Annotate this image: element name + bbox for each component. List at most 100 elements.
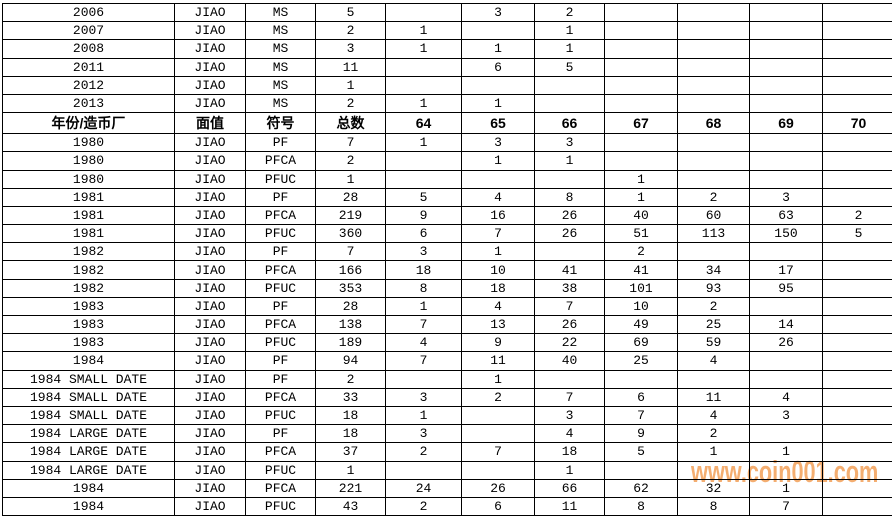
table-cell [678, 170, 750, 188]
table-cell: 1 [462, 243, 535, 261]
table-cell: 360 [316, 225, 386, 243]
table-cell: JIAO [175, 243, 246, 261]
table-cell: 41 [605, 261, 678, 279]
table-cell [823, 316, 892, 334]
table-cell: JIAO [175, 76, 246, 94]
table-cell: 3 [750, 406, 823, 424]
column-header-cell: 66 [535, 113, 605, 134]
column-header-cell: 总数 [316, 113, 386, 134]
table-cell: 51 [605, 225, 678, 243]
table-cell: 1982 [3, 279, 175, 297]
table-cell: 1 [605, 188, 678, 206]
table-cell: 4 [750, 388, 823, 406]
table-cell: 38 [535, 279, 605, 297]
table-cell [750, 40, 823, 58]
table-cell: JIAO [175, 370, 246, 388]
table-cell: 1 [316, 170, 386, 188]
table-cell: 4 [462, 297, 535, 315]
table-cell [823, 334, 892, 352]
table-cell: JIAO [175, 40, 246, 58]
table-cell: 4 [386, 334, 462, 352]
table-cell: 166 [316, 261, 386, 279]
table-cell: 26 [750, 334, 823, 352]
table-cell [823, 425, 892, 443]
table-cell [823, 388, 892, 406]
table-cell: 9 [605, 425, 678, 443]
table-cell: 1984 LARGE DATE [3, 443, 175, 461]
table-cell: 1980 [3, 152, 175, 170]
table-cell: 4 [462, 188, 535, 206]
table-cell [678, 76, 750, 94]
table-cell: PFUC [246, 170, 316, 188]
table-cell: MS [246, 94, 316, 112]
table-cell: 1 [462, 370, 535, 388]
table-cell: 18 [535, 443, 605, 461]
table-cell: 63 [750, 206, 823, 224]
table-cell: 32 [678, 479, 750, 497]
table-cell [678, 152, 750, 170]
table-cell [462, 76, 535, 94]
table-cell: PFUC [246, 406, 316, 424]
table-cell: PFCA [246, 388, 316, 406]
table-cell: 37 [316, 443, 386, 461]
table-cell: 1984 SMALL DATE [3, 370, 175, 388]
table-cell [605, 370, 678, 388]
table-cell: PFCA [246, 443, 316, 461]
table-cell: 1984 SMALL DATE [3, 406, 175, 424]
table-cell: 34 [678, 261, 750, 279]
table-cell [386, 152, 462, 170]
table-cell: PFUC [246, 461, 316, 479]
table-cell [750, 4, 823, 22]
table-cell [678, 58, 750, 76]
table-cell: 8 [386, 279, 462, 297]
table-cell: 7 [462, 443, 535, 461]
table-cell [386, 461, 462, 479]
table-cell: 4 [678, 352, 750, 370]
table-cell: 28 [316, 297, 386, 315]
table-cell: 24 [386, 479, 462, 497]
table-cell [750, 370, 823, 388]
column-header-cell: 65 [462, 113, 535, 134]
table-cell: 3 [535, 406, 605, 424]
table-cell [535, 76, 605, 94]
table-cell [750, 94, 823, 112]
table-cell: 113 [678, 225, 750, 243]
table-cell: JIAO [175, 352, 246, 370]
table-cell: JIAO [175, 261, 246, 279]
table-cell [678, 40, 750, 58]
table-cell: 3 [462, 134, 535, 152]
table-cell: 1984 [3, 352, 175, 370]
table-cell: 1984 [3, 479, 175, 497]
table-cell [605, 152, 678, 170]
table-cell [750, 58, 823, 76]
table-cell [750, 352, 823, 370]
table-cell: 8 [605, 497, 678, 515]
table-cell: 1 [386, 22, 462, 40]
table-cell: 1 [462, 94, 535, 112]
table-cell: 18 [316, 425, 386, 443]
column-header-cell: 67 [605, 113, 678, 134]
table-cell: 1983 [3, 316, 175, 334]
table-cell: 2 [316, 22, 386, 40]
table-cell: PFUC [246, 225, 316, 243]
column-header-cell: 69 [750, 113, 823, 134]
table-cell: 25 [605, 352, 678, 370]
table-cell [678, 22, 750, 40]
table-cell: PFCA [246, 316, 316, 334]
table-cell: JIAO [175, 316, 246, 334]
table-cell [678, 461, 750, 479]
table-cell [823, 22, 892, 40]
table-cell [462, 461, 535, 479]
table-cell: 150 [750, 225, 823, 243]
table-cell: 2 [678, 188, 750, 206]
table-cell [605, 40, 678, 58]
table-cell: 1982 [3, 243, 175, 261]
table-cell: 2012 [3, 76, 175, 94]
